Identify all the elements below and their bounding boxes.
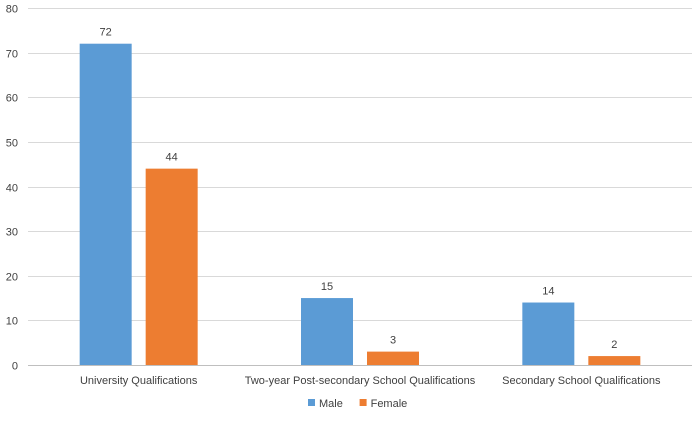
x-category-label: University Qualifications (80, 375, 198, 387)
y-tick-label: 20 (6, 272, 18, 284)
y-tick-label: 30 (6, 227, 18, 239)
y-tick-label: 0 (12, 361, 18, 373)
y-tick-label: 10 (6, 316, 18, 328)
data-label-female: 2 (611, 339, 617, 351)
x-axis-category-labels: University Qualifications Two-year Post-s… (80, 375, 661, 387)
y-tick-label: 60 (6, 93, 18, 105)
bar-male (301, 298, 353, 365)
legend-label-male: Male (319, 398, 343, 410)
bar-female (588, 356, 641, 365)
y-tick-label: 80 (6, 4, 18, 16)
data-labels: 72 44 15 3 14 2 (100, 27, 618, 351)
y-tick-label: 50 (6, 138, 18, 150)
y-tick-label: 70 (6, 49, 18, 61)
bar-male (522, 302, 575, 365)
y-tick-label: 40 (6, 183, 18, 195)
legend-swatch-male (308, 399, 315, 406)
data-label-male: 72 (100, 27, 112, 39)
gridlines (28, 8, 692, 366)
bar-female (367, 351, 419, 365)
data-label-male: 15 (321, 281, 333, 293)
legend-label-female: Female (371, 398, 408, 410)
bar-female (145, 168, 198, 365)
bar-male (79, 43, 132, 365)
data-label-female: 3 (390, 335, 396, 347)
y-axis-ticks: 0 10 20 30 40 50 60 70 80 (6, 4, 18, 373)
legend: Male Female (308, 398, 407, 410)
data-label-male: 14 (542, 286, 554, 298)
bars (79, 43, 641, 365)
x-category-label: Secondary School Qualifications (502, 375, 661, 387)
x-category-label: Two-year Post-secondary School Qualifica… (245, 375, 476, 387)
legend-swatch-female (359, 399, 367, 406)
data-label-female: 44 (166, 152, 178, 164)
